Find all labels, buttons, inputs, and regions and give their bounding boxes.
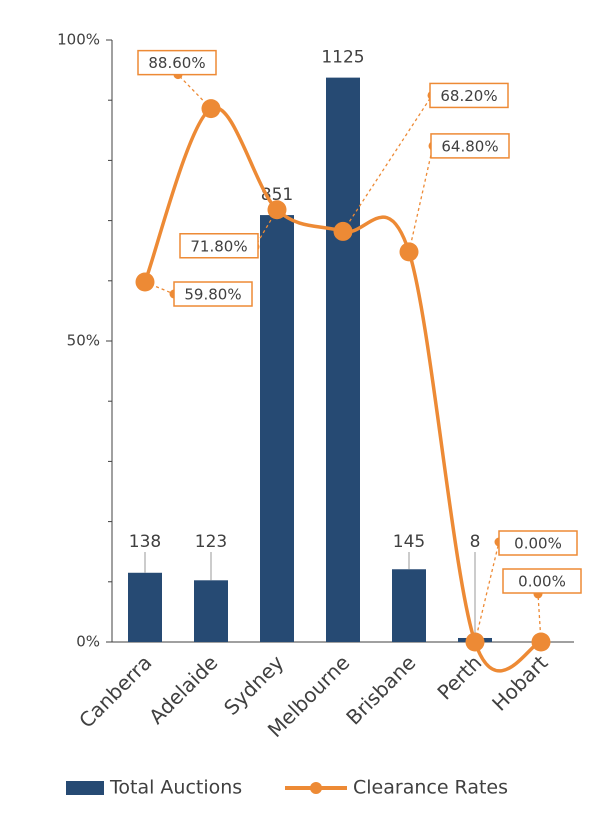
label-leader xyxy=(408,145,434,253)
line-point xyxy=(135,272,155,292)
legend-label: Total Auctions xyxy=(109,777,242,799)
x-tick-label: Canberra xyxy=(74,650,156,732)
line-point xyxy=(465,632,485,652)
bar-value-label: 8 xyxy=(470,532,481,552)
bar-value-label: 123 xyxy=(195,532,227,552)
bar xyxy=(128,572,162,642)
label-box xyxy=(429,82,509,109)
label-box xyxy=(173,281,253,307)
bar xyxy=(326,77,360,642)
legend-label: Clearance Rates xyxy=(353,777,508,799)
bar xyxy=(194,580,228,642)
label-leader xyxy=(144,281,175,295)
line-value-label: 0.00% xyxy=(518,573,566,591)
y-tick-label: 50% xyxy=(67,332,100,350)
label-box xyxy=(430,133,510,159)
line-value-label: 88.60% xyxy=(148,54,205,72)
label-box xyxy=(137,49,217,76)
line-point xyxy=(333,221,353,241)
bar-value-label: 1125 xyxy=(321,48,364,68)
line-value-label: 71.80% xyxy=(190,237,247,255)
line-value-label: 0.00% xyxy=(514,535,562,553)
bar xyxy=(392,569,426,642)
x-tick-label: Brisbane xyxy=(341,650,420,729)
legend-swatch-dot xyxy=(310,782,322,794)
line-point xyxy=(531,632,551,652)
label-box xyxy=(502,568,582,594)
line-point xyxy=(201,99,221,119)
x-tick-label: Adelaide xyxy=(144,650,222,728)
label-box xyxy=(179,233,259,259)
y-tick-label: 100% xyxy=(57,31,100,49)
y-tick-label: 0% xyxy=(76,633,100,651)
label-leader xyxy=(474,541,500,643)
legend-swatch xyxy=(66,781,104,795)
label-box xyxy=(498,530,578,556)
bar-value-label: 145 xyxy=(393,532,425,552)
bar-value-label: 138 xyxy=(129,532,161,552)
line-value-label: 68.20% xyxy=(440,87,497,105)
line-value-label: 64.80% xyxy=(441,137,498,155)
line-value-label: 59.80% xyxy=(184,286,241,304)
bar xyxy=(260,215,294,642)
x-tick-label: Perth xyxy=(432,650,486,704)
line-point xyxy=(267,200,287,220)
line-point xyxy=(399,242,419,262)
